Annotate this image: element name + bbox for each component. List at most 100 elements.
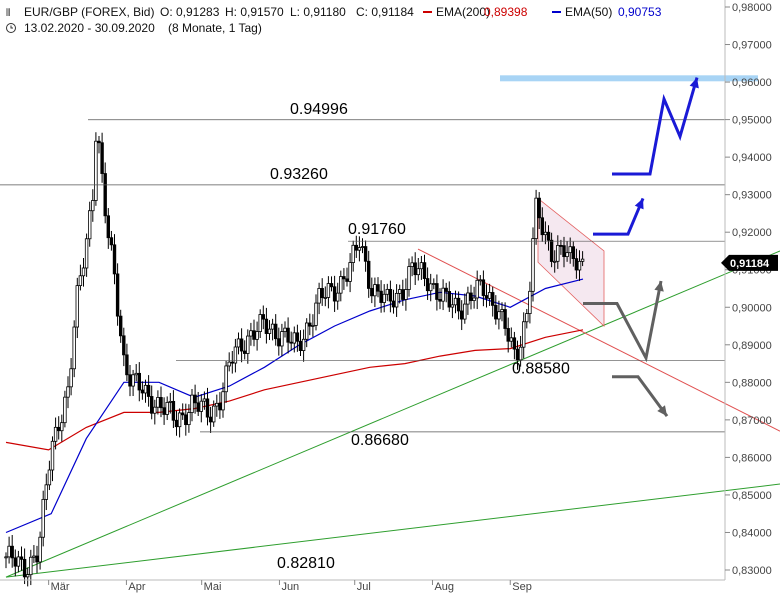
candle-body — [156, 397, 160, 408]
candle-body — [487, 292, 492, 299]
candle-body — [574, 258, 579, 271]
candle-body — [500, 309, 504, 313]
y-tick-label: 0,98000 — [732, 2, 772, 14]
candle — [270, 318, 275, 341]
candle — [518, 335, 523, 367]
candle-body — [159, 397, 163, 409]
candle — [115, 263, 120, 326]
candle — [168, 392, 172, 414]
candle — [525, 308, 529, 329]
candle — [379, 280, 383, 313]
arrow-up-large-shaft — [612, 77, 699, 176]
candle-body — [44, 484, 48, 500]
candle-body — [484, 295, 489, 299]
candle-body — [317, 288, 321, 304]
candle-body — [261, 314, 265, 320]
candle — [171, 390, 176, 428]
candle-body — [453, 297, 458, 306]
candle-body — [119, 315, 123, 337]
candle-body — [580, 258, 585, 262]
candle — [267, 320, 272, 340]
candle-body — [540, 217, 544, 236]
candle-body — [410, 262, 414, 267]
candle-body — [215, 402, 219, 407]
candle — [531, 227, 535, 302]
candle-body — [239, 338, 244, 352]
candle — [388, 280, 393, 313]
candle-body — [379, 290, 383, 303]
candle-body — [249, 330, 253, 337]
candle-body — [286, 327, 290, 343]
arrow-gray-down-head — [657, 405, 667, 417]
y-tick-label: 0,92000 — [732, 227, 772, 239]
candle-body — [301, 338, 306, 351]
candle — [416, 258, 420, 281]
candle-body — [339, 276, 343, 294]
x-tick-label: Apr — [128, 581, 145, 593]
candle-body — [72, 326, 76, 370]
candle-body — [13, 557, 17, 567]
candle — [35, 545, 39, 574]
candle — [273, 314, 278, 346]
candle — [184, 403, 188, 436]
candle-body — [38, 536, 42, 563]
candle — [559, 239, 563, 255]
candle-body — [16, 556, 21, 567]
candle-body — [218, 402, 222, 411]
candle-body — [153, 406, 157, 414]
candle — [444, 282, 448, 303]
candle — [304, 318, 309, 348]
candle — [326, 276, 331, 309]
candle — [199, 394, 203, 423]
candle-body — [422, 262, 427, 279]
candle-body — [88, 210, 92, 240]
date-range: 13.02.2020 - 30.09.2020 — [24, 21, 155, 35]
candle — [249, 322, 253, 346]
candle — [50, 436, 55, 482]
candle-body — [242, 350, 247, 354]
candles — [4, 132, 585, 587]
candle — [94, 132, 98, 206]
candle-body — [53, 426, 58, 442]
candle-body — [252, 330, 256, 340]
clock-icon — [6, 23, 16, 33]
candle-body — [456, 297, 461, 312]
candle-body — [559, 245, 563, 247]
candle — [193, 384, 197, 414]
candle-body — [236, 338, 241, 348]
candle — [57, 416, 61, 440]
candle-body — [556, 245, 560, 262]
ema200-line — [5, 329, 584, 451]
candle-body — [35, 555, 39, 563]
candle-body — [125, 354, 129, 376]
candle-body — [63, 396, 67, 424]
ema50-value: 0,90753 — [618, 5, 662, 19]
candle — [38, 531, 42, 570]
candle-body — [425, 278, 430, 292]
candle — [13, 549, 17, 577]
candle-body — [221, 391, 225, 411]
candle — [320, 278, 324, 306]
candle-body — [50, 440, 55, 471]
ema200-value: 0,89398 — [484, 5, 528, 19]
candle — [509, 327, 513, 348]
arrow-gray-down-shaft — [612, 375, 669, 417]
candle — [360, 238, 365, 254]
candle — [447, 281, 451, 312]
candle-body — [292, 332, 296, 344]
candle — [466, 286, 470, 315]
y-tick-label: 0,89000 — [732, 340, 772, 352]
candle — [159, 386, 163, 418]
candle — [425, 267, 430, 300]
candle — [44, 473, 48, 511]
candle — [233, 338, 238, 373]
candle-body — [506, 328, 510, 342]
level-lines: 0.94996 0.93260 0.91760 0.88580 0.86680 0.828… — [0, 101, 725, 572]
candle-body — [131, 374, 135, 387]
candle-body — [270, 323, 275, 330]
candle — [187, 404, 191, 433]
x-tick-label: Jun — [281, 581, 299, 593]
low-value: L: 0,91180 — [290, 5, 346, 19]
candle-body — [525, 313, 529, 323]
